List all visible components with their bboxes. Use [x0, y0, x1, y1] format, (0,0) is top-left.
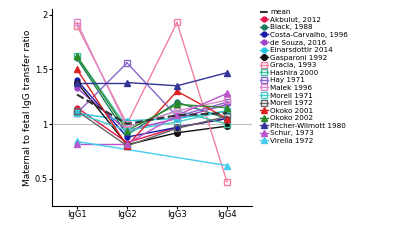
Y-axis label: Maternal to fetal IgG transfer ratio: Maternal to fetal IgG transfer ratio: [23, 29, 32, 186]
Legend: mean, Akbulut, 2012, Black, 1988, Costa-Carvalho, 1996, de Souza, 2016, Einarsdo: mean, Akbulut, 2012, Black, 1988, Costa-…: [260, 9, 348, 144]
